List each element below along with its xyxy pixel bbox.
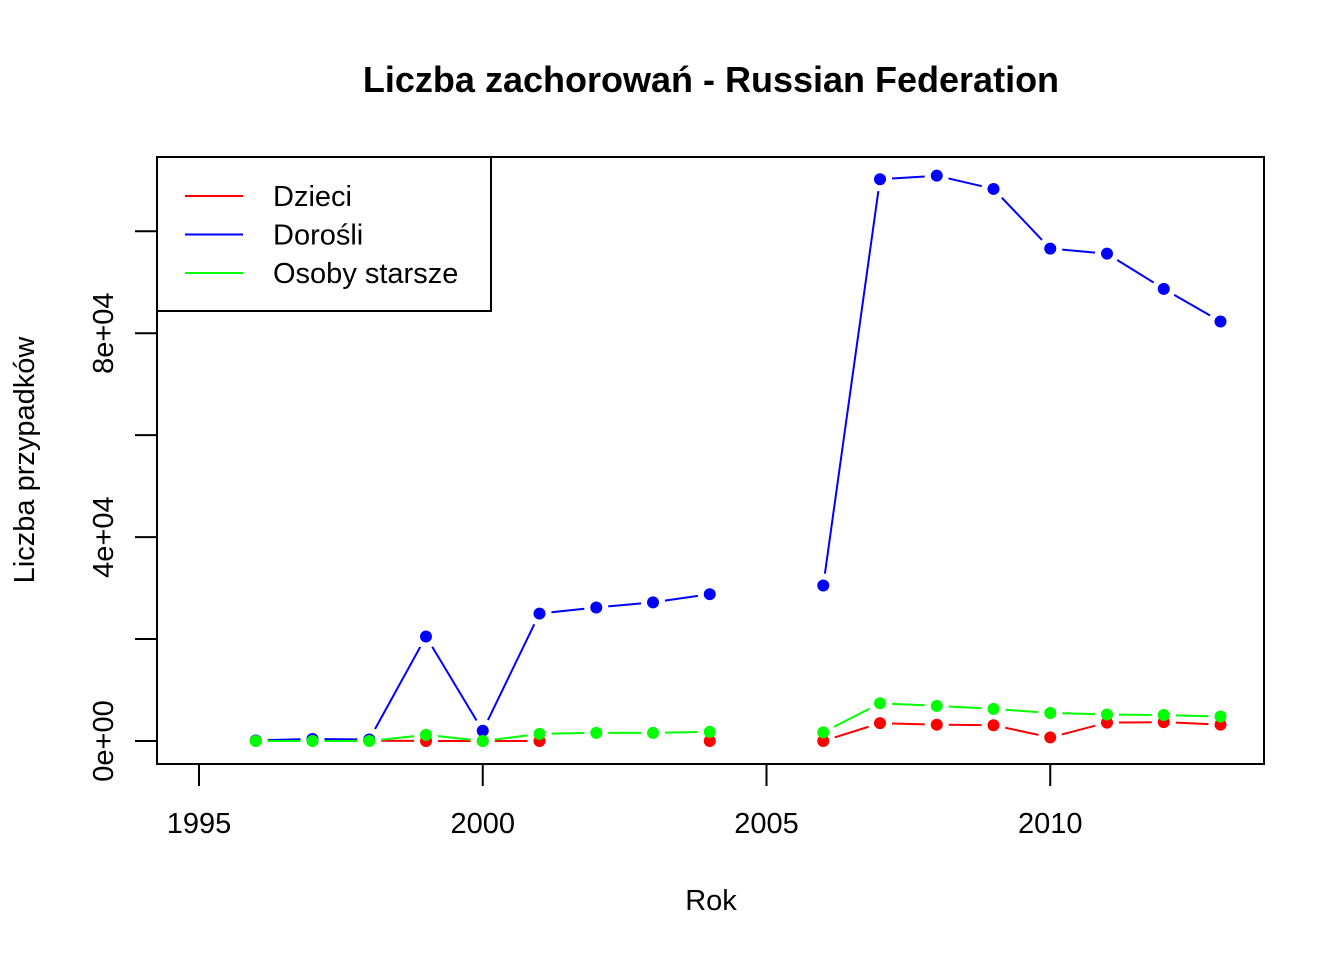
series-line-segment [608, 602, 642, 608]
data-point [1101, 708, 1113, 721]
data-point [1044, 731, 1057, 744]
series-line-segment [823, 191, 880, 574]
data-point [1157, 282, 1170, 295]
legend-label-dzieci: Dzieci [273, 181, 352, 213]
data-point [987, 702, 1000, 715]
data-point [363, 735, 376, 747]
series-line-segment [891, 702, 925, 707]
series-line-segment [891, 175, 925, 180]
series-line-segment [1005, 708, 1039, 714]
series-line-segment [494, 734, 528, 741]
legend-label-osoby-starsze: Osoby starsze [273, 258, 458, 290]
x-tick-label: 2000 [450, 808, 515, 840]
data-point [420, 630, 432, 643]
series-line-segment [948, 177, 983, 188]
series-line-segment [948, 705, 982, 710]
series-line-segment [1175, 714, 1209, 718]
series-line-segment [1173, 293, 1211, 317]
x-axis: 1995 2000 2005 2010 [167, 763, 1083, 840]
series-line-segment [431, 646, 478, 722]
series-line-segment [664, 731, 698, 734]
legend: Dzieci Dorośli Osoby starsze [156, 156, 492, 312]
data-point [1101, 247, 1113, 260]
data-point [249, 735, 262, 747]
data-point [874, 697, 886, 710]
series-line-segment [487, 623, 536, 721]
series-line-segment [1116, 259, 1155, 284]
data-point [420, 728, 432, 741]
data-point [1214, 710, 1227, 723]
data-point [987, 182, 1000, 195]
data-point [1044, 706, 1057, 719]
data-point [874, 173, 886, 186]
series-line-segment [664, 594, 699, 602]
x-tick-label: 2010 [1018, 808, 1083, 840]
y-tick-label: 8e+04 [88, 292, 120, 373]
data-point [533, 727, 546, 740]
series-line-segment [891, 722, 925, 726]
series-line-segment [374, 646, 422, 730]
series-dzieci [249, 716, 1227, 747]
data-point [306, 735, 319, 747]
data-point [703, 588, 716, 601]
data-point [703, 725, 716, 738]
series-line-segment [437, 735, 471, 741]
data-point [930, 169, 943, 182]
data-point [476, 735, 489, 747]
y-tick-label: 0e+00 [88, 700, 120, 781]
data-point [1214, 315, 1227, 328]
series-line-segment [1001, 196, 1043, 241]
series-line-segment [833, 707, 870, 728]
series-line-segment [1062, 248, 1096, 254]
series-layer [249, 169, 1227, 747]
series-line-segment [1005, 726, 1039, 736]
y-axis: 0e+00 4e+04 8e+04 [88, 230, 158, 782]
data-point [1157, 709, 1170, 722]
data-point [590, 726, 603, 739]
data-point [817, 726, 830, 739]
series-line-segment [834, 725, 869, 739]
y-axis-label: Liczba przypadków [9, 336, 41, 584]
legend-label-doro-li: Dorośli [273, 220, 363, 252]
y-tick-label: 4e+04 [88, 496, 120, 577]
data-point [987, 719, 1000, 732]
series-line-segment [1062, 712, 1096, 716]
series-line-segment [381, 735, 415, 741]
data-point [817, 735, 830, 747]
chart-title: Liczba zachorowań - Russian Federation [363, 59, 1059, 100]
series-line-segment [1175, 721, 1209, 726]
data-point [647, 596, 659, 609]
data-point [703, 735, 716, 747]
x-tick-label: 1995 [167, 808, 232, 840]
data-point [590, 601, 603, 614]
data-point [647, 726, 659, 739]
data-point [930, 718, 943, 731]
data-point [817, 579, 830, 592]
data-point [1044, 242, 1057, 255]
data-point [476, 724, 489, 737]
data-point [874, 717, 886, 730]
x-axis-label: Rok [685, 885, 737, 917]
series-line-segment [1061, 724, 1096, 736]
data-point [930, 699, 943, 712]
series-line-segment [551, 607, 585, 614]
series-line-segment [551, 732, 585, 735]
x-tick-label: 2005 [734, 808, 799, 840]
series-osoby-starsze [249, 697, 1227, 747]
data-point [533, 607, 546, 620]
